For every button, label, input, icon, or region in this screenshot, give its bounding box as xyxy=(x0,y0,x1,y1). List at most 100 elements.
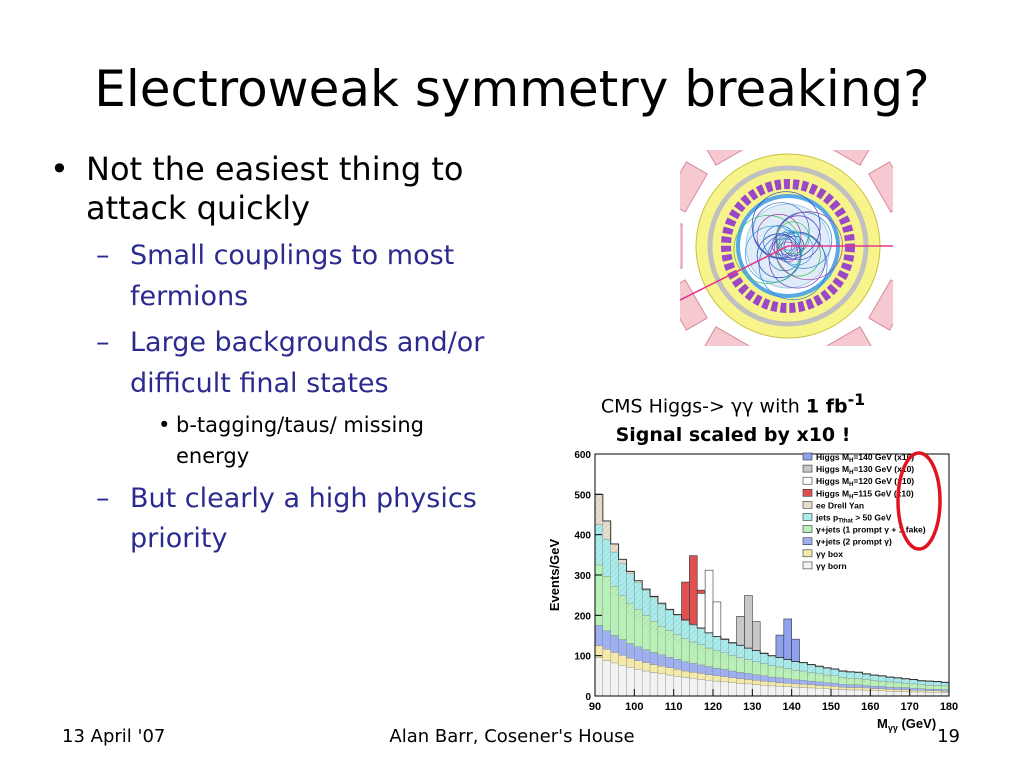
stack-bar xyxy=(752,674,761,681)
x-tick-label: 140 xyxy=(782,701,800,713)
legend-label-sub: H xyxy=(849,458,853,464)
legend-swatch xyxy=(802,525,813,533)
stack-bar xyxy=(925,692,934,697)
stack-bar xyxy=(838,686,847,690)
stack-bar xyxy=(681,677,690,697)
hatch-overlay xyxy=(705,632,713,655)
stack-bar xyxy=(767,676,777,683)
stack-bar xyxy=(736,683,745,697)
stack-bar xyxy=(909,688,918,691)
stack-bar xyxy=(815,685,824,689)
legend-label: γγ box xyxy=(816,549,843,559)
signal-bar xyxy=(681,581,690,621)
stack-bar xyxy=(760,675,769,682)
stack-bar xyxy=(602,660,611,697)
stack-bar xyxy=(634,660,643,670)
stack-bar xyxy=(618,665,627,697)
stack-bar xyxy=(815,681,824,686)
stack-bar xyxy=(720,681,729,697)
hatch-overlay xyxy=(893,677,902,685)
track-helix xyxy=(779,229,800,251)
hatch-overlay xyxy=(815,666,824,677)
hatch-overlay xyxy=(595,494,603,565)
stack-bar xyxy=(870,686,879,689)
caption-line-1: CMS Higgs-> γγ with 1 fb-1 xyxy=(560,388,906,421)
hatch-overlay xyxy=(783,659,792,673)
x-tick-label: 120 xyxy=(704,701,722,713)
hatch-overlay xyxy=(925,681,934,687)
stack-bar xyxy=(681,661,690,672)
stack-bar xyxy=(618,655,627,666)
legend-swatch xyxy=(802,476,813,485)
stack-bar xyxy=(799,684,808,688)
legend-label-main: γγ box xyxy=(816,549,843,559)
stack-bar xyxy=(846,684,855,688)
bullet-dash-icon: – xyxy=(96,327,110,359)
track-helix xyxy=(771,234,793,256)
legend-label-rest: =130 GeV (x10) xyxy=(853,464,914,474)
hatch-overlay xyxy=(665,609,674,640)
stack-bar xyxy=(846,687,855,691)
stack-bar xyxy=(854,684,863,688)
legend-label-main: Higgs M xyxy=(816,476,849,486)
stack-bar xyxy=(673,669,682,677)
stack-bar xyxy=(775,686,784,697)
stack-bar xyxy=(673,676,682,697)
stack-bar xyxy=(925,690,934,693)
stack-bar xyxy=(720,669,729,677)
muon-chamber-wedge xyxy=(868,279,893,331)
y-tick-label: 400 xyxy=(574,531,591,542)
track-helix xyxy=(763,225,796,258)
bullet-dot-icon: • xyxy=(158,413,171,438)
stack-bar xyxy=(744,679,753,685)
stack-bar xyxy=(846,689,855,697)
legend-label: γγ born xyxy=(816,561,847,571)
bullet-list: • Not the easiest thing to attack quickl… xyxy=(50,150,490,566)
muon-chamber-wedges xyxy=(680,150,893,346)
stack-bar xyxy=(893,689,902,692)
x-tick-label: 180 xyxy=(940,701,958,713)
stack-bar xyxy=(830,688,840,697)
stack-bar xyxy=(917,691,926,697)
stack-bar xyxy=(665,657,674,668)
hatch-overlay xyxy=(807,664,816,676)
signal-bar xyxy=(696,593,706,629)
bullet-level2: – Small couplings to most fermions xyxy=(50,236,490,317)
hatch-overlay xyxy=(728,642,737,662)
legend-label-main: jets p xyxy=(815,513,838,523)
stack-bar xyxy=(752,680,761,685)
stack-bar xyxy=(697,664,706,674)
hatch-overlay xyxy=(831,668,839,679)
stack-bar xyxy=(720,676,729,683)
bullet-level3: • b-tagging/taus/ missing energy xyxy=(50,410,490,471)
hatch-overlay xyxy=(917,680,926,687)
footer-page-number: 19 xyxy=(937,726,960,747)
hatch-overlay xyxy=(941,682,949,688)
legend-label-main: Higgs M xyxy=(816,488,849,498)
caption-gamma: γγ xyxy=(730,395,754,418)
legend-label-sub: H xyxy=(849,494,853,500)
stack-bar xyxy=(822,688,832,697)
stack-bar xyxy=(689,663,698,673)
hatch-overlay xyxy=(760,653,769,669)
x-tick-label: 170 xyxy=(900,701,918,713)
stack-bar xyxy=(854,687,863,691)
hatch-overlay xyxy=(799,662,808,675)
bullet-text-main: Not the easiest thing to attack quickly xyxy=(86,150,464,228)
stack-bar xyxy=(649,652,659,665)
stack-bar xyxy=(649,672,659,697)
stack-bar xyxy=(704,666,714,675)
stack-bar xyxy=(783,682,792,687)
stack-bar xyxy=(933,688,942,691)
legend-label: γ+jets (1 prompt γ + 1 fake) xyxy=(816,525,926,535)
background-total-line xyxy=(595,493,949,683)
muon-chamber-wedge xyxy=(680,223,683,269)
hatch-overlay xyxy=(681,619,690,647)
x-axis-label-unit: (GeV) xyxy=(898,716,936,731)
muon-chamber-wedge xyxy=(680,279,708,331)
y-tick-label: 600 xyxy=(574,450,591,461)
hatch-overlay xyxy=(626,571,635,615)
footer-author: Alan Barr, Cosener's House xyxy=(389,726,635,747)
legend-label-main: γ+jets (1 prompt γ + 1 fake) xyxy=(816,525,926,535)
x-tick-label: 150 xyxy=(822,701,840,713)
